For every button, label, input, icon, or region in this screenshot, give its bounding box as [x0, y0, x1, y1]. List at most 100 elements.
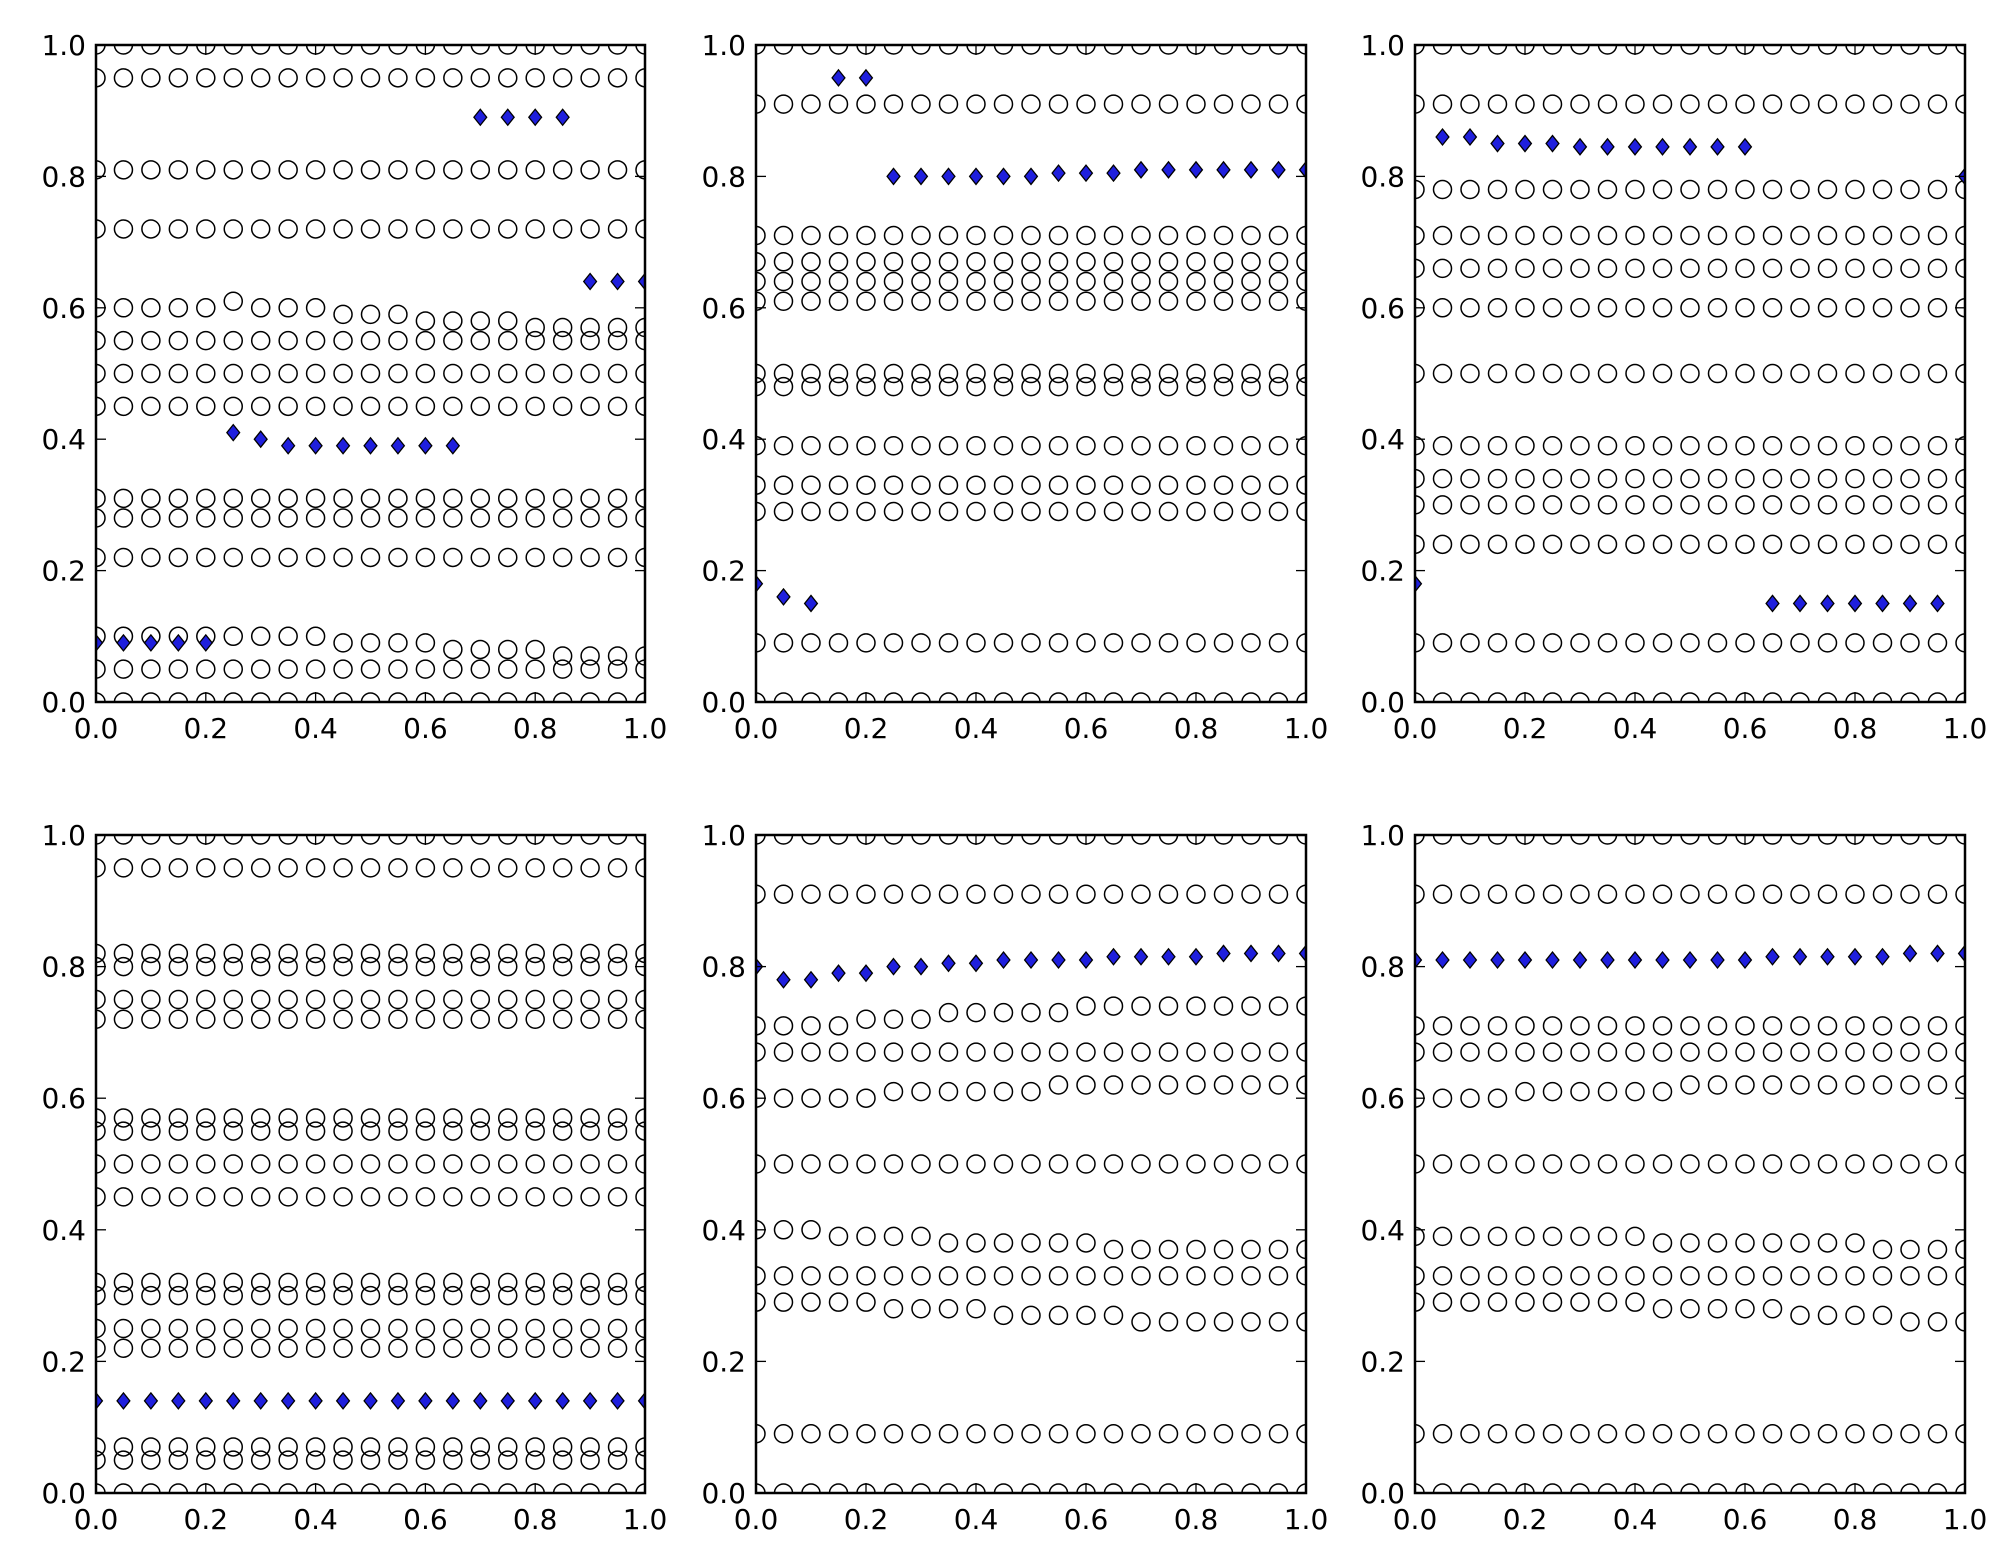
- circle-marker: [966, 436, 986, 456]
- circle-marker: [1213, 94, 1234, 114]
- circle-marker: [1625, 1016, 1645, 1036]
- circle-marker: [470, 1187, 491, 1207]
- circle-marker: [333, 1009, 353, 1029]
- circle-marker: [1487, 94, 1508, 114]
- circle-marker: [168, 396, 189, 417]
- circle-marker: [196, 1285, 216, 1306]
- circle-marker: [525, 547, 545, 568]
- circle-marker: [305, 1154, 326, 1174]
- circle-marker: [1021, 1305, 1041, 1326]
- circle-marker: [856, 475, 876, 495]
- circle-marker: [1076, 1042, 1096, 1062]
- circle-marker: [856, 1424, 876, 1444]
- circle-marker: [250, 659, 271, 679]
- circle-marker: [1707, 45, 1728, 55]
- y-tick-label: 0.4: [701, 423, 746, 456]
- circle-marker: [333, 956, 353, 977]
- circle-marker: [1542, 835, 1563, 845]
- circle-marker: [1597, 1424, 1618, 1444]
- circle-marker: [1076, 1233, 1096, 1253]
- circle-marker: [1186, 271, 1206, 292]
- circle-marker: [360, 1318, 381, 1339]
- circle-marker: [1515, 363, 1535, 384]
- circle-marker: [1415, 258, 1425, 279]
- circle-marker: [1186, 376, 1206, 397]
- circle-marker: [1707, 179, 1728, 200]
- circle-marker: [388, 1338, 408, 1358]
- circle-marker: [525, 363, 545, 384]
- diamond-marker: [803, 970, 819, 989]
- circle-marker: [1213, 1424, 1234, 1444]
- y-tick-label: 1.0: [1360, 819, 1405, 852]
- circle-marker: [1460, 1016, 1480, 1036]
- circle-marker: [305, 1450, 326, 1470]
- circle-marker: [911, 1266, 931, 1286]
- circle-marker: [911, 291, 931, 311]
- circle-marker: [1131, 501, 1151, 522]
- circle-marker: [1817, 1075, 1838, 1095]
- circle-marker: [1415, 1266, 1425, 1286]
- diamond-marker: [143, 1391, 159, 1410]
- circle-marker: [1680, 1483, 1700, 1493]
- circle-marker: [1241, 692, 1261, 702]
- diamond-marker: [1216, 944, 1231, 963]
- circle-marker: [223, 1318, 243, 1339]
- diamond-marker: [226, 423, 241, 442]
- circle-marker: [250, 1009, 271, 1029]
- circle-marker: [113, 1450, 134, 1470]
- circle-marker: [168, 298, 189, 318]
- circle-marker: [1158, 475, 1179, 495]
- circle-marker: [1103, 1042, 1124, 1062]
- diamond-marker: [143, 633, 159, 652]
- circle-marker: [388, 68, 408, 88]
- circle-marker: [580, 45, 600, 55]
- circle-marker: [1680, 94, 1700, 114]
- circle-marker: [1415, 633, 1425, 653]
- circle-marker: [1048, 363, 1069, 384]
- circle-marker: [1927, 1154, 1948, 1174]
- circle-marker: [580, 488, 600, 509]
- circle-marker: [168, 160, 189, 180]
- circle-marker: [250, 45, 271, 55]
- circle-marker: [1762, 835, 1783, 845]
- circle-marker: [1570, 884, 1590, 904]
- circle-marker: [993, 1233, 1014, 1253]
- circle-marker: [1597, 468, 1618, 489]
- circle-marker: [470, 989, 491, 1010]
- circle-marker: [580, 547, 600, 568]
- circle-marker: [96, 1187, 106, 1207]
- circle-marker: [1131, 252, 1151, 272]
- circle-marker: [1268, 692, 1289, 702]
- circle-marker: [1048, 45, 1069, 55]
- circle-marker: [1817, 884, 1838, 904]
- circle-marker: [1872, 45, 1893, 55]
- circle-marker: [1487, 1292, 1508, 1312]
- circle-marker: [1268, 996, 1289, 1016]
- circle-marker: [250, 547, 271, 568]
- circle-marker: [333, 1483, 353, 1493]
- circle-marker: [1762, 1042, 1783, 1062]
- circle-marker: [1460, 436, 1480, 456]
- diamond-marker: [1188, 160, 1204, 179]
- diamond-marker: [1517, 950, 1533, 970]
- circle-marker: [1570, 633, 1590, 653]
- circle-marker: [1625, 534, 1645, 555]
- circle-marker: [1707, 94, 1728, 114]
- circle-marker: [96, 1154, 106, 1174]
- circle-marker: [635, 943, 645, 964]
- circle-marker: [196, 943, 216, 964]
- circle-marker: [1625, 1292, 1645, 1312]
- circle-marker: [883, 835, 904, 845]
- circle-marker: [1707, 363, 1728, 384]
- circle-marker: [525, 1108, 545, 1128]
- circle-marker: [305, 1437, 326, 1457]
- circle-marker: [1487, 179, 1508, 200]
- circle-marker: [1432, 363, 1453, 384]
- circle-marker: [552, 956, 573, 977]
- circle-marker: [1570, 1042, 1590, 1062]
- circle-marker: [1900, 298, 1920, 318]
- circle-marker: [1103, 1305, 1124, 1326]
- circle-marker: [1817, 495, 1838, 515]
- circle-marker: [498, 639, 518, 660]
- circle-marker: [1955, 94, 1965, 114]
